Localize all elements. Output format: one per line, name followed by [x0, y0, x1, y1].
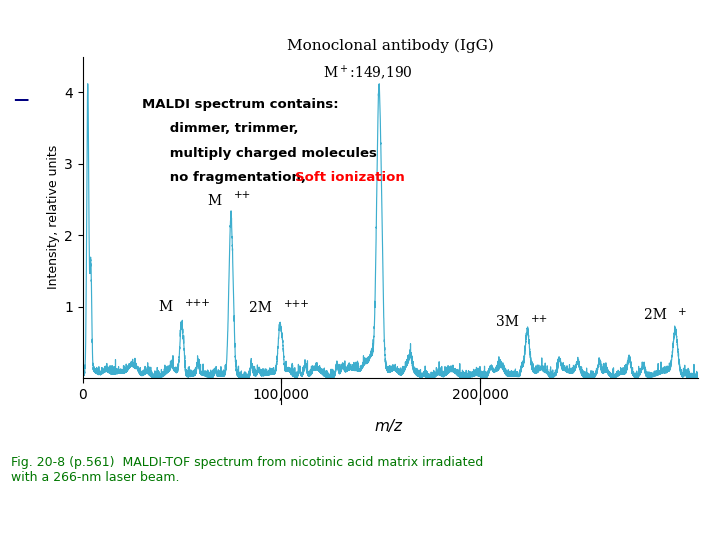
Text: —: — — [13, 92, 28, 107]
Text: m/z: m/z — [375, 418, 402, 434]
Text: M: M — [159, 300, 178, 314]
Y-axis label: Intensity, relative units: Intensity, relative units — [47, 145, 60, 289]
Text: MALDI spectrum contains:: MALDI spectrum contains: — [143, 98, 339, 111]
Title: Monoclonal antibody (IgG): Monoclonal antibody (IgG) — [287, 38, 494, 53]
Text: no fragmentation,: no fragmentation, — [143, 171, 311, 184]
Text: Soft ionization: Soft ionization — [295, 171, 405, 184]
Text: ++: ++ — [234, 190, 251, 199]
Text: +: + — [678, 307, 687, 316]
Text: multiply charged molecules: multiply charged molecules — [143, 147, 377, 160]
Text: M$^+$:149,190: M$^+$:149,190 — [323, 63, 413, 82]
Text: Fig. 20-8 (p.561)  MALDI-TOF spectrum from nicotinic acid matrix irradiated
with: Fig. 20-8 (p.561) MALDI-TOF spectrum fro… — [11, 456, 483, 484]
Text: 3M: 3M — [496, 315, 523, 329]
Text: +++: +++ — [184, 298, 210, 308]
Text: 2M: 2M — [644, 308, 671, 322]
Text: dimmer, trimmer,: dimmer, trimmer, — [143, 123, 299, 136]
Text: 2M: 2M — [249, 301, 276, 315]
Text: M: M — [209, 194, 227, 208]
Text: +++: +++ — [284, 300, 310, 309]
Text: ++: ++ — [531, 314, 549, 324]
